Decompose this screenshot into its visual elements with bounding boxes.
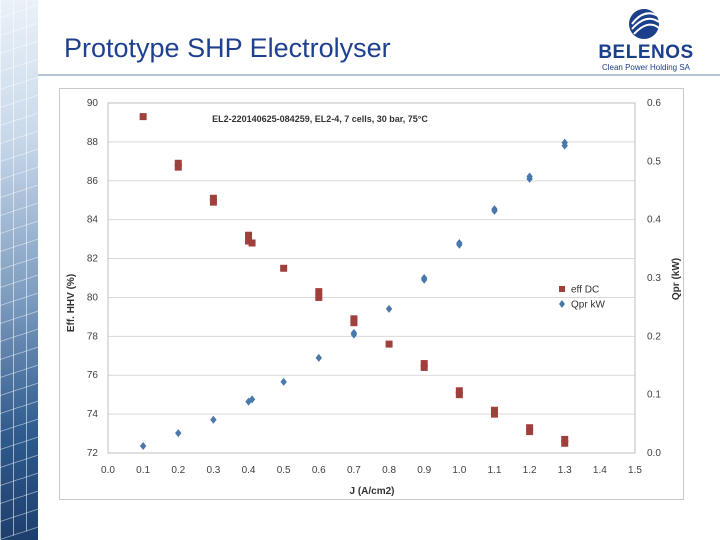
scatter-chart: 72 74 76 78 80 82 84 86 88 90 0.0 0.1 0.2 0.3 0.4 0.5 0.… [66,98,682,497]
qpr-kw-point [280,377,287,386]
eff-dc-point [350,315,358,323]
y2-tick-label: 0.6 [647,98,661,109]
x-tick-label: 1.2 [523,465,537,476]
eff-dc-point [209,198,217,206]
eff-dc-point [490,406,498,414]
y2-tick-label: 0.3 [647,273,661,284]
header-divider [38,74,720,76]
y-tick-label: 90 [87,98,99,109]
legend-label: eff DC [571,285,599,296]
plot-area-border [107,102,636,454]
legend-swatch-eff-dc [559,286,565,292]
qpr-kw-point [526,172,533,181]
x-tick-label: 1.5 [628,465,642,476]
y-tick-label: 82 [87,254,99,265]
x-tick-label: 1.4 [593,465,607,476]
x-tick-label: 0.1 [136,465,150,476]
eff-dc-point [420,360,428,368]
qpr-kw-point [315,353,322,362]
eff-dc-point [174,163,182,171]
legend-swatch-qpr-kw [559,300,565,308]
x-tick-label: 0.3 [206,465,220,476]
legend-label: Qpr kW [571,300,605,311]
eff-dc-point [280,264,288,272]
eff-dc-point [350,319,358,327]
eff-dc-point [245,231,253,239]
eff-dc-point [526,428,534,436]
y2-tick-label: 0.2 [647,331,661,342]
x-tick-label: 0.9 [417,465,431,476]
x-tick-label: 1.0 [452,465,466,476]
x-tick-label: 1.3 [558,465,572,476]
qpr-kw-point [491,205,498,214]
slide-title: Prototype SHP Electrolyser [64,33,391,63]
qpr-kw-point [456,239,463,247]
chart-title: EL2-220140625-084259, EL2-4, 7 cells, 30… [212,114,428,124]
y2-tick-label: 0.5 [647,156,661,167]
eff-dc-point [245,237,253,245]
qpr-kw-point [385,304,393,313]
y-tick-label: 74 [87,409,99,420]
x-axis-label: J (A/cm2) [349,486,394,497]
qpr-kw-point [210,415,217,424]
y-tick-label: 78 [87,331,99,342]
eff-dc-point [315,293,323,301]
tick-labels: 72 74 76 78 80 82 84 86 88 90 0.0 0.1 0.2 0.3 0.4 0.5 0.… [87,98,661,476]
data-marks [139,113,569,450]
qpr-kw-point [421,274,428,282]
belenos-emblem-icon [629,9,660,39]
eff-dc-point [561,435,569,443]
eff-dc-point [209,194,217,202]
eff-dc-point [315,288,323,296]
eff-dc-point [455,387,463,395]
grid-lines [108,102,635,454]
axes [107,102,636,454]
belenos-logo: BELENOS Clean Power Holding SA [596,4,696,74]
eff-dc-point [561,439,569,447]
x-tick-label: 0.2 [171,465,185,476]
x-tick-label: 0.4 [242,465,256,476]
y2-tick-label: 0.1 [647,390,661,401]
y-axis-label: Eff. HHV (%) [66,274,77,332]
y-tick-label: 86 [87,176,99,187]
qpr-kw-point [139,442,147,450]
x-tick-label: 0.6 [312,465,326,476]
y-tick-label: 72 [87,448,99,459]
y-tick-label: 80 [87,292,99,303]
y-tick-label: 88 [87,137,99,148]
eff-dc-point [420,363,428,371]
legend: eff DC Qpr kW [559,285,605,311]
x-tick-label: 0.7 [347,465,361,476]
eff-dc-point [490,410,498,418]
y2-axis-label: Qpr (kW) [671,258,682,300]
y2-tick-label: 0.0 [647,448,661,459]
x-tick-label: 0.5 [277,465,291,476]
qpr-kw-point [175,429,182,438]
chart-container: 72 74 76 78 80 82 84 86 88 90 0.0 0.1 0.2 0.3 0.4 0.5 0.… [59,88,684,500]
qpr-kw-point [248,395,256,404]
y-tick-label: 76 [87,370,99,381]
x-tick-label: 0.8 [382,465,396,476]
eff-dc-point [248,239,256,247]
y2-tick-label: 0.4 [647,215,661,226]
x-tick-label: 1.1 [488,465,502,476]
x-tick-label: 0.0 [101,465,115,476]
eff-dc-point [174,159,182,167]
eff-dc-point [385,340,393,348]
eff-dc-point [455,391,463,399]
eff-dc-point [139,113,147,121]
logo-subtitle: Clean Power Holding SA [601,63,691,72]
logo-wordmark: BELENOS [598,42,694,63]
eff-dc-point [526,424,534,432]
y-tick-label: 84 [87,215,99,226]
solar-panel-strip [0,0,38,540]
qpr-kw-point [350,328,358,337]
